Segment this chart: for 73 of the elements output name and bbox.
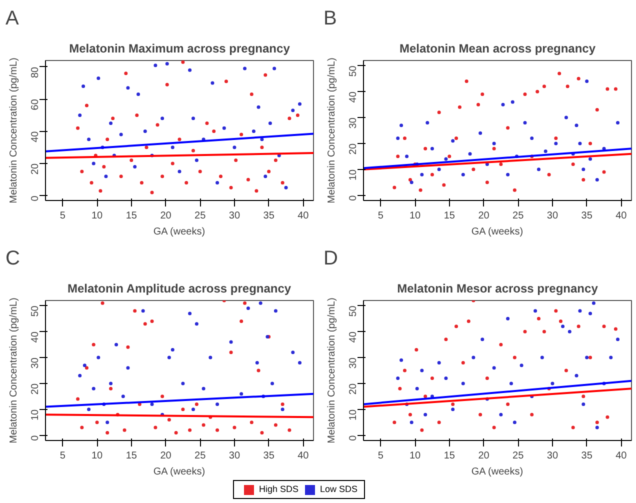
x-tick-label: 40	[616, 450, 628, 462]
x-tick-label: 30	[546, 450, 558, 462]
y-tick-label: 30	[30, 357, 41, 369]
y-tick-label: 0	[30, 195, 41, 202]
y-tick-label: 10	[348, 168, 359, 181]
x-tick-label: 20	[160, 210, 172, 222]
y-axis-title: Melatonin Concentration (pg/mL)	[8, 58, 20, 204]
y-tick-label: 20	[30, 163, 41, 175]
y-axis-title: Melatonin Concentration (pg/mL)	[326, 298, 338, 444]
y-tick-label: 40	[348, 91, 359, 103]
y-axis-title: Melatonin Concentration (pg/mL)	[8, 298, 20, 444]
y-tick-label: 60	[30, 98, 41, 110]
x-tick-label: 10	[91, 210, 104, 222]
y-tick-label: 50	[30, 305, 41, 317]
x-axis-title: GA (weeks)	[471, 226, 524, 238]
x-tick-label: 15	[444, 450, 456, 462]
text: D	[324, 248, 338, 270]
x-tick-label: 15	[444, 210, 456, 222]
x-tick-label: 10	[409, 210, 422, 222]
x-tick-label: 10	[409, 450, 422, 462]
x-tick-label: 20	[160, 450, 172, 462]
chart-title: Melatonin Amplitude across pregnancy	[67, 282, 292, 296]
x-tick-label: 40	[616, 210, 628, 222]
x-tick-label: 35	[581, 210, 593, 222]
y-tick-label: 20	[348, 383, 359, 395]
y-tick-label: 10	[30, 408, 41, 421]
x-tick-label: 25	[512, 450, 524, 462]
text: A	[6, 8, 20, 30]
x-tick-label: 5	[378, 210, 384, 222]
y-tick-label: 0	[348, 434, 359, 441]
text: B	[324, 8, 337, 30]
x-tick-label: 20	[478, 450, 490, 462]
x-tick-label: 10	[91, 450, 104, 462]
y-tick-label: 30	[348, 117, 359, 129]
y-tick-label: 20	[348, 143, 359, 155]
y-tick-label: 80	[30, 66, 41, 78]
y-tick-label: 0	[30, 434, 41, 441]
y-tick-label: 0	[348, 194, 359, 201]
y-axis-title: Melatonin Concentration (pg/mL)	[326, 58, 338, 204]
x-tick-label: 40	[298, 210, 310, 222]
y-tick-label: 10	[348, 408, 359, 421]
x-axis-title: GA (weeks)	[471, 466, 524, 478]
y-tick-label: 40	[30, 331, 41, 343]
text: C	[6, 248, 20, 270]
x-tick-label: 5	[378, 450, 384, 462]
x-tick-label: 5	[60, 450, 66, 462]
chart-title: Melatonin Mesor across pregnancy	[397, 282, 598, 296]
x-tick-label: 35	[263, 210, 275, 222]
y-tick-label: 40	[348, 331, 359, 343]
x-axis-title: GA (weeks)	[153, 466, 206, 478]
legend-label: Low SDS	[320, 484, 358, 494]
x-tick-label: 30	[228, 450, 240, 462]
x-tick-label: 15	[126, 210, 138, 222]
x-tick-label: 30	[546, 210, 558, 222]
x-tick-label: 20	[478, 210, 490, 222]
x-tick-label: 30	[228, 210, 240, 222]
y-tick-label: 50	[348, 65, 359, 77]
x-tick-label: 35	[263, 450, 275, 462]
chart-title: Melatonin Maximum across pregnancy	[69, 42, 290, 56]
x-axis-title: GA (weeks)	[153, 226, 206, 238]
x-tick-label: 35	[581, 450, 593, 462]
chart-title: Melatonin Mean across pregnancy	[399, 42, 596, 56]
y-tick-label: 30	[348, 357, 359, 369]
x-tick-label: 25	[194, 210, 206, 222]
y-tick-label: 40	[30, 130, 41, 142]
x-tick-label: 25	[512, 210, 524, 222]
x-tick-label: 40	[298, 450, 310, 462]
x-tick-label: 5	[60, 210, 66, 222]
legend-label: High SDS	[259, 484, 299, 494]
y-tick-label: 20	[30, 383, 41, 395]
y-tick-label: 50	[348, 305, 359, 317]
x-tick-label: 25	[194, 450, 206, 462]
x-tick-label: 15	[126, 450, 138, 462]
